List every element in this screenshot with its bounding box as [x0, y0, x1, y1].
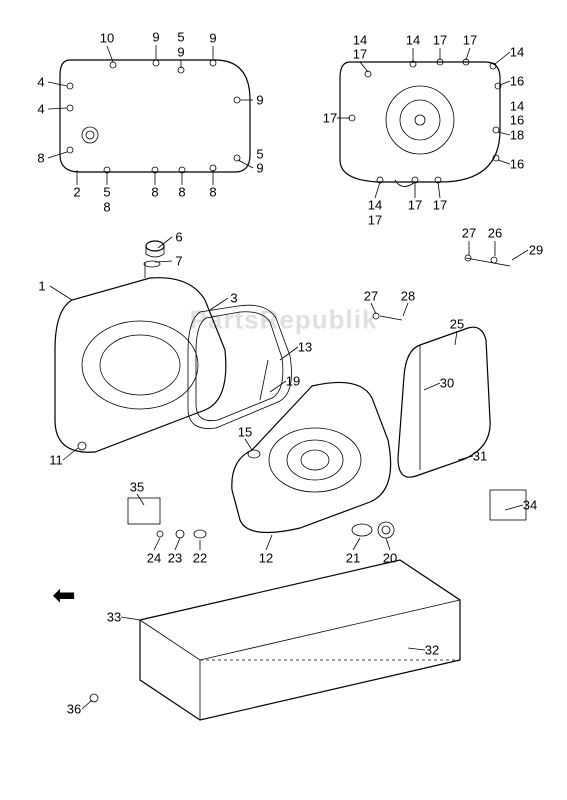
part-magneto-cover-main: [232, 360, 394, 538]
callout-18: 18: [510, 128, 524, 143]
callout-16: 16: [510, 74, 524, 89]
callout-9: 9: [177, 45, 184, 60]
callout-8: 8: [37, 151, 44, 166]
callout-11: 11: [49, 453, 63, 468]
callout-8: 8: [103, 200, 110, 215]
callout-17: 17: [463, 33, 477, 48]
callout-14: 14: [406, 33, 420, 48]
callout-9: 9: [152, 30, 159, 45]
callout-17: 17: [353, 47, 367, 62]
callout-23: 23: [168, 551, 182, 566]
callout-6: 6: [175, 230, 182, 245]
callout-29: 29: [529, 243, 543, 258]
part-clutch-cover-outer: [60, 60, 250, 173]
callout-32: 32: [425, 643, 439, 658]
callout-22: 22: [193, 551, 207, 566]
callout-33: 33: [107, 610, 121, 625]
callout-34: 34: [523, 498, 537, 513]
callout-17: 17: [323, 111, 337, 126]
callout-16: 16: [510, 157, 524, 172]
part-label-34: [490, 490, 526, 520]
callout-9: 9: [256, 161, 263, 176]
callout-21: 21: [346, 551, 360, 566]
part-under-tray: [90, 560, 460, 720]
callout-14: 14: [368, 198, 382, 213]
callout-7: 7: [175, 254, 182, 269]
callout-8: 8: [151, 185, 158, 200]
callout-9: 9: [209, 31, 216, 46]
callout-31: 31: [473, 449, 487, 464]
callout-20: 20: [383, 551, 397, 566]
orientation-arrow: ⬅: [52, 579, 75, 612]
part-drain-plug-set: [157, 450, 260, 538]
callout-28: 28: [401, 289, 415, 304]
callout-2: 2: [73, 185, 80, 200]
callout-27: 27: [462, 226, 476, 241]
callout-1: 1: [38, 279, 45, 294]
parts-diagram-svg: [0, 0, 567, 800]
callout-17: 17: [433, 33, 447, 48]
callout-5: 5: [256, 147, 263, 162]
callout-8: 8: [209, 185, 216, 200]
callout-10: 10: [100, 31, 114, 46]
callout-14: 14: [510, 45, 524, 60]
callout-17: 17: [408, 198, 422, 213]
callout-25: 25: [450, 317, 464, 332]
callout-24: 24: [147, 551, 161, 566]
callout-4: 4: [37, 102, 44, 117]
callout-12: 12: [259, 551, 273, 566]
callout-14: 14: [353, 33, 367, 48]
callout-30: 30: [440, 376, 454, 391]
callout-13: 13: [298, 340, 312, 355]
callout-15: 15: [238, 425, 252, 440]
part-oil-cap: [144, 241, 164, 267]
callout-3: 3: [230, 291, 237, 306]
callout-17: 17: [433, 198, 447, 213]
callout-4: 4: [37, 75, 44, 90]
part-sprocket-cover: [373, 255, 510, 477]
callout-17: 17: [368, 213, 382, 228]
part-clutch-cover-main: [55, 262, 226, 452]
callout-36: 36: [67, 702, 81, 717]
callout-14: 14: [510, 99, 524, 114]
part-magneto-cover-outer: [340, 59, 501, 187]
callout-16: 16: [510, 113, 524, 128]
callout-26: 26: [488, 226, 502, 241]
callout-9: 9: [256, 93, 263, 108]
callout-5: 5: [103, 185, 110, 200]
callout-5: 5: [177, 30, 184, 45]
part-label-35: [128, 498, 160, 524]
callout-19: 19: [286, 374, 300, 389]
callout-8: 8: [178, 185, 185, 200]
callout-27: 27: [364, 289, 378, 304]
callout-35: 35: [130, 480, 144, 495]
